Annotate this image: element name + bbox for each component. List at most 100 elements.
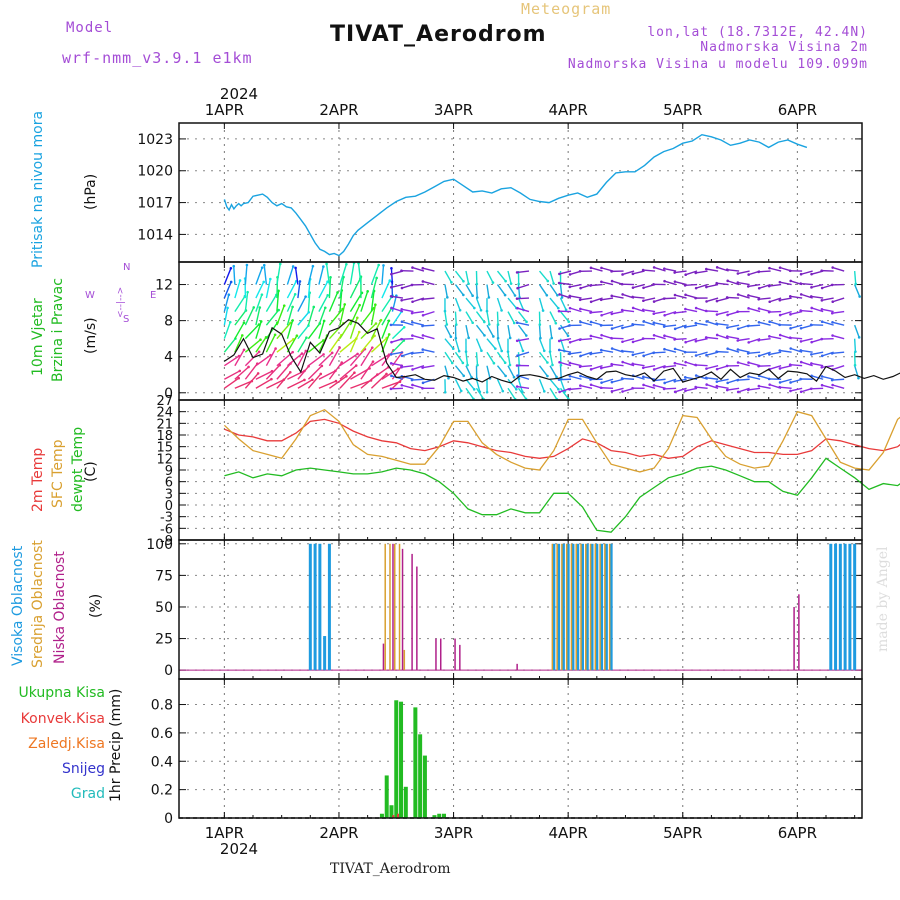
wind-arrow (706, 365, 719, 370)
wind-arrow-head (715, 380, 719, 383)
wind-arrow (790, 336, 803, 340)
wind-arrow (265, 294, 277, 312)
legend-snow: Snijeg (61, 761, 105, 777)
wind-arrow (486, 351, 495, 364)
wind-arrow (854, 324, 860, 338)
wind-arrow-head (857, 376, 860, 380)
wind-arrow (664, 387, 677, 390)
mid-cloud-bar (608, 543, 611, 671)
wind-arrow (507, 352, 511, 366)
wind-arrow-head (768, 383, 771, 386)
wind-arrow-head (788, 336, 792, 339)
wind-arrow (517, 324, 527, 336)
wind-arrow-head (789, 327, 792, 330)
wind-arrow-head (736, 327, 740, 331)
wind-arrow (381, 320, 390, 339)
wind-arrow (349, 262, 355, 285)
wind-arrow (233, 266, 236, 285)
wind-arrow (674, 310, 687, 314)
wind-arrow (349, 317, 358, 339)
wind-arrow-head (641, 366, 645, 370)
wind-arrow (622, 361, 635, 367)
wind-arrow (758, 351, 771, 357)
wind-arrow-head (725, 268, 729, 271)
wind-arrow (779, 365, 792, 370)
wind-arrow (444, 311, 448, 325)
wind-arrow-head (578, 269, 582, 273)
wind-arrow (674, 294, 687, 299)
wind-arrow (276, 371, 291, 389)
wind-arrow-head (652, 321, 656, 325)
wind-arrow-head (538, 323, 542, 326)
wind-arrow (622, 377, 635, 380)
wind-arrow-head (705, 367, 708, 370)
wind-arrow-head (568, 361, 572, 365)
wind-arrow (286, 353, 303, 367)
wind-arrow-head (662, 387, 666, 391)
wind-arrow (517, 387, 527, 400)
wind-arrow (758, 270, 771, 273)
wind-arrow-head (694, 286, 698, 290)
wind-arrow (559, 365, 562, 379)
wind-arrow (255, 321, 262, 339)
high-cloud-bar (313, 543, 317, 671)
wind-arrow (685, 283, 698, 287)
wind-arrow-head (788, 295, 792, 298)
wind-arrow (496, 378, 504, 392)
y-tick-label: 100 (146, 537, 173, 553)
wind-arrow-head (257, 350, 261, 354)
wind-arrow-head (388, 279, 392, 282)
wind-arrow (411, 351, 425, 355)
wind-arrow (811, 351, 824, 356)
wind-arrow-head (830, 378, 834, 382)
wind-arrow-head (227, 293, 231, 296)
wind-arrow (853, 338, 857, 352)
wind-arrow-head (556, 306, 560, 310)
wind-arrow (601, 365, 614, 369)
wind-arrow (790, 310, 803, 316)
wind-arrow-head (746, 352, 750, 355)
wind-arrow-head (542, 349, 546, 353)
wind-arrow (853, 270, 857, 285)
wind-arrow-head (546, 279, 550, 283)
wind-arrow-head (589, 334, 593, 338)
y-tick-label: 12 (156, 452, 173, 467)
wind-arrow (779, 297, 792, 301)
wind-arrow-head (521, 390, 524, 393)
wind-arrow-head (548, 350, 552, 353)
wind-arrow-head (322, 319, 326, 323)
y-tick-label: -6 (160, 522, 173, 537)
wind-arrow-head (262, 280, 266, 284)
wind-arrow-head (831, 321, 834, 324)
wind-arrow-head (610, 294, 614, 298)
wind-arrow (727, 280, 740, 286)
wind-arrow (695, 337, 708, 342)
wind-arrow-head (725, 335, 729, 338)
wind-arrow-head (854, 350, 857, 353)
wind-arrow-head (704, 336, 708, 339)
high-cloud-bar (580, 543, 584, 671)
wind-arrow-head (487, 296, 491, 299)
wind-arrow-head (579, 286, 582, 290)
wind-arrow-head (799, 390, 803, 394)
wind-arrow-head (820, 299, 824, 302)
wind-arrow (486, 324, 494, 337)
wind-arrow (349, 304, 361, 326)
high-cloud-bar (848, 543, 852, 671)
wind-arrow-head (673, 361, 677, 365)
mid-cloud-bar (384, 543, 386, 671)
wind-arrow (601, 297, 614, 301)
wind-arrow-head (558, 390, 561, 394)
wind-arrow (370, 290, 375, 312)
wind-arrow (611, 310, 624, 315)
wind-arrow-head (621, 390, 624, 393)
wind-arrow-head (389, 323, 393, 327)
wind-arrow-head (517, 282, 520, 286)
wind-arrow (255, 307, 261, 326)
wind-arrow-head (747, 341, 751, 344)
wind-arrow-head (631, 306, 635, 310)
wind-arrow-head (746, 285, 750, 288)
wind-arrow-head (778, 313, 782, 317)
wind-arrow (706, 377, 719, 380)
wind-arrow-head (578, 365, 582, 368)
